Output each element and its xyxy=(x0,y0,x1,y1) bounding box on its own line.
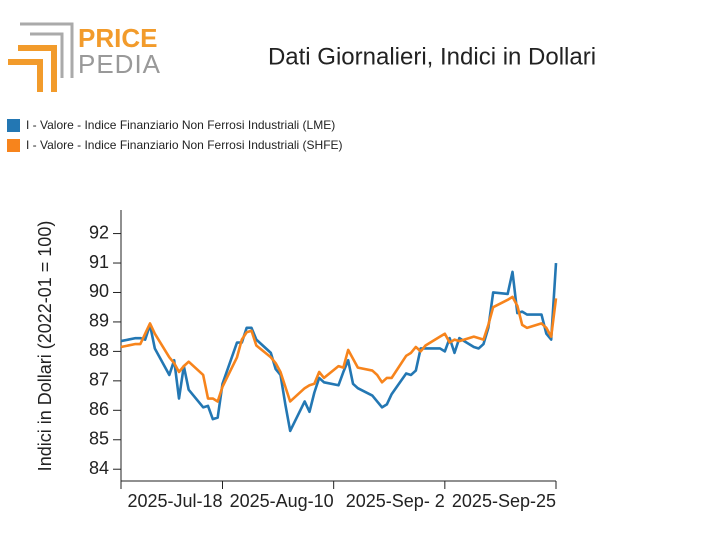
y-tick-label: 89 xyxy=(89,311,109,331)
y-tick-label: 91 xyxy=(89,252,109,272)
legend-swatch xyxy=(7,139,20,152)
y-tick-label: 85 xyxy=(89,429,109,449)
y-tick-label: 90 xyxy=(89,281,109,301)
y-tick-label: 88 xyxy=(89,340,109,360)
y-tick-label: 84 xyxy=(89,458,109,478)
chart-title: Dati Giornalieri, Indici in Dollari xyxy=(268,43,596,70)
y-tick-label: 86 xyxy=(89,399,109,419)
legend-swatch xyxy=(7,119,20,132)
series-line xyxy=(120,262,558,433)
y-axis-label: Indici in Dollari (2022-01 = 100) xyxy=(35,221,55,472)
x-tick-label: 2025-Jul-18 xyxy=(127,491,222,511)
x-tick-label: 2025-Sep-25 xyxy=(452,491,556,511)
x-tick-label: 2025-Aug-10 xyxy=(230,491,334,511)
legend-label: I - Valore - Indice Finanziario Non Ferr… xyxy=(26,138,343,152)
series-line xyxy=(120,295,558,403)
logo-mark xyxy=(8,22,74,92)
x-tick-label: 2025-Sep- 2 xyxy=(346,491,445,511)
y-tick-label: 87 xyxy=(89,370,109,390)
legend-label: I - Valore - Indice Finanziario Non Ferr… xyxy=(26,118,335,132)
y-tick-label: 92 xyxy=(89,222,109,242)
logo-bottom: PEDIA xyxy=(78,49,161,79)
logo-top: PRICE xyxy=(78,23,157,53)
